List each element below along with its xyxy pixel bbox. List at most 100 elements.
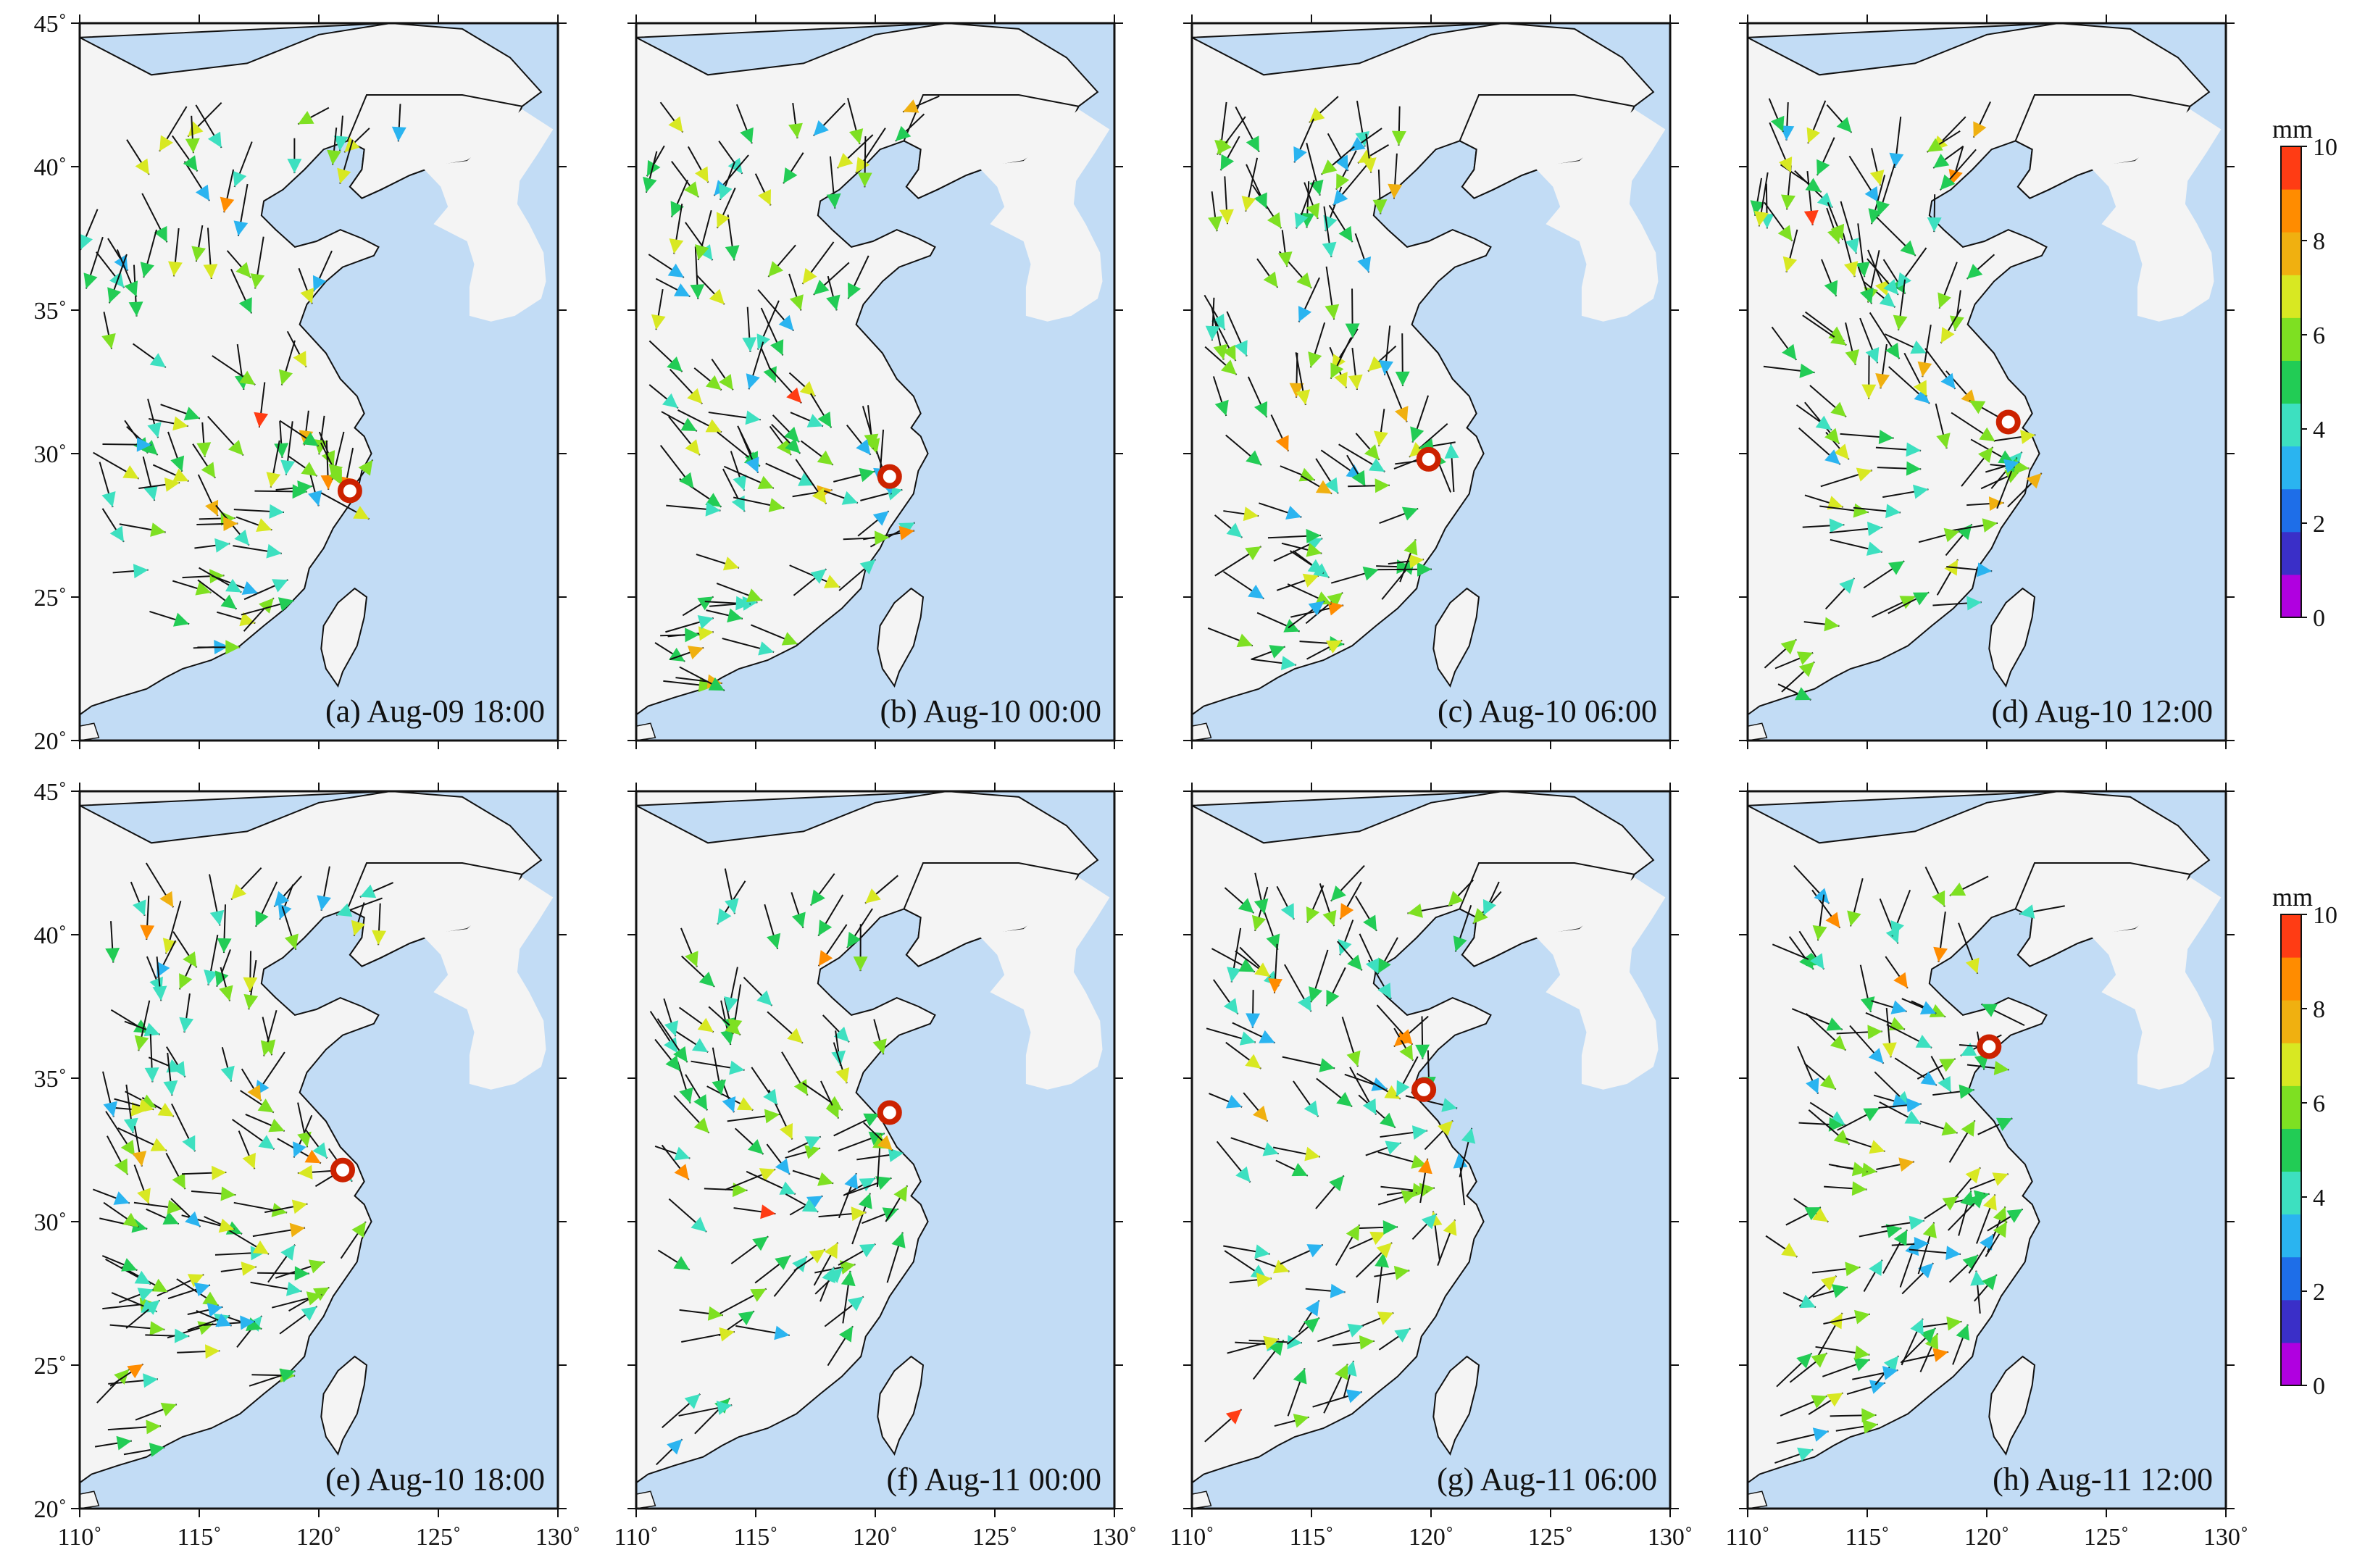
- displacement-arrowhead: [748, 1139, 764, 1154]
- displacement-arrowhead: [1407, 904, 1423, 918]
- displacement-arrowhead: [254, 412, 269, 428]
- displacement-arrowhead: [278, 597, 294, 612]
- colorbar-swatch: [2281, 531, 2301, 575]
- displacement-arrowhead: [280, 1244, 296, 1261]
- displacement-arrowhead: [1906, 1098, 1922, 1113]
- displacement-arrowhead: [1949, 315, 1964, 331]
- displacement-arrowhead: [134, 1270, 151, 1285]
- displacement-arrowhead: [225, 640, 241, 655]
- displacement-arrowhead: [124, 280, 138, 297]
- displacement-arrowhead: [1254, 898, 1269, 914]
- displacement-arrowhead: [182, 1135, 196, 1152]
- hainan-island: [636, 1490, 656, 1509]
- displacement-arrowhead: [783, 167, 798, 184]
- displacement-arrowhead: [172, 1172, 185, 1190]
- displacement-arrowhead: [105, 948, 120, 963]
- taiwan-island: [1432, 587, 1480, 688]
- displacement-arrowhead: [891, 1232, 906, 1248]
- displacement-arrowhead: [1254, 192, 1267, 209]
- displacement-arrowhead: [1969, 1193, 1985, 1209]
- displacement-arrowhead: [212, 1165, 227, 1180]
- displacement-arrowhead: [1382, 1220, 1398, 1235]
- displacement-arrowhead: [1245, 1054, 1261, 1069]
- displacement-arrowhead: [687, 646, 704, 659]
- displacement-arrowhead: [1909, 1215, 1924, 1230]
- displacement-arrowhead: [856, 157, 870, 173]
- displacement-arrowhead: [684, 181, 699, 198]
- displacement-arrowhead: [1946, 1316, 1962, 1331]
- displacement-arrowhead: [1359, 1335, 1375, 1350]
- displacement-arrowhead: [1319, 1058, 1335, 1072]
- displacement-arrowhead: [1885, 342, 1900, 359]
- displacement-arrowhead: [1875, 373, 1890, 389]
- displacement-arrowhead: [1979, 427, 1995, 442]
- displacement-arrowhead: [231, 884, 247, 900]
- displacement-arrowhead: [1836, 117, 1852, 133]
- displacement-arrowhead: [149, 353, 166, 367]
- lat-tick-label: 30˚: [34, 441, 67, 468]
- displacement-arrowhead: [1294, 212, 1309, 229]
- displacement-arrowhead: [1338, 939, 1352, 956]
- displacement-arrowhead: [259, 598, 274, 614]
- displacement-arrowhead: [1415, 1044, 1430, 1059]
- displacement-arrowhead: [1293, 146, 1307, 163]
- displacement-arrowhead: [328, 464, 343, 480]
- displacement-arrowhead: [1814, 888, 1830, 904]
- displacement-arrows: [1765, 864, 2065, 1464]
- displacement-arrows: [1204, 864, 1502, 1443]
- displacement-arrowhead: [736, 1097, 754, 1111]
- displacement-arrowhead: [783, 426, 799, 443]
- displacement-arrowhead: [1893, 972, 1908, 988]
- lon-tick-label: 120˚: [296, 1524, 341, 1551]
- lon-tick-label: 115˚: [733, 1524, 777, 1551]
- displacement-arrowhead: [1922, 1222, 1937, 1239]
- displacement-arrowhead: [293, 351, 306, 367]
- displacement-arrowhead: [1893, 1230, 1908, 1246]
- displacement-arrowhead: [758, 641, 775, 656]
- displacement-arrowhead: [195, 581, 212, 596]
- displacement-arrowhead: [760, 1204, 776, 1219]
- colorbar-swatch: [2281, 488, 2301, 533]
- displacement-arrowhead: [1920, 1327, 1936, 1344]
- typhoon-center-icon: [877, 464, 902, 489]
- displacement-arrowhead: [685, 627, 700, 643]
- displacement-arrowhead: [284, 933, 299, 950]
- displacement-arrowhead: [847, 1296, 864, 1311]
- lat-tick-label: 25˚: [34, 1353, 67, 1380]
- displacement-arrowhead: [195, 184, 210, 201]
- map-panel-b: (b) Aug-10 00:00: [627, 14, 1123, 749]
- displacement-arrowhead: [851, 1206, 867, 1222]
- panel-label: (b) Aug-10 00:00: [880, 693, 1101, 729]
- map-panel-g: 110˚ 115˚ 120˚ 125˚ 130˚ (g) Aug-11 06:00: [1169, 783, 1693, 1551]
- displacement-arrowhead: [1236, 633, 1253, 648]
- displacement-arrowhead: [839, 1260, 856, 1275]
- displacement-arrowhead: [1376, 1243, 1393, 1259]
- displacement-arrowhead: [1965, 957, 1980, 974]
- displacement-arrowhead: [1795, 687, 1811, 701]
- displacement-arrowhead: [1347, 954, 1362, 971]
- displacement-arrowhead: [1949, 883, 1966, 896]
- displacement-arrowhead: [163, 1080, 178, 1096]
- lat-tick-label: 40˚: [34, 154, 67, 181]
- displacement-arrowhead: [1890, 920, 1904, 937]
- displacement-arrowhead: [837, 153, 854, 168]
- displacement-arrowhead: [214, 538, 230, 553]
- lon-tick-label: 125˚: [416, 1524, 461, 1551]
- displacement-arrowhead: [1305, 1300, 1319, 1317]
- displacement-arrowhead: [1330, 362, 1344, 379]
- displacement-arrowhead: [1364, 444, 1380, 460]
- displacement-arrowhead: [1845, 238, 1859, 254]
- displacement-arrowhead: [857, 172, 872, 188]
- displacement-arrowhead: [695, 244, 709, 260]
- displacement-arrowhead: [1906, 442, 1922, 457]
- displacement-arrowhead: [802, 267, 817, 284]
- displacement-arrowhead: [1346, 1225, 1360, 1241]
- displacement-arrowhead: [214, 970, 229, 987]
- displacement-arrowhead: [858, 1193, 872, 1209]
- displacement-arrowhead: [1222, 344, 1236, 361]
- displacement-arrowhead: [1410, 426, 1425, 443]
- displacement-arrowhead: [813, 120, 829, 136]
- displacement-arrowhead: [297, 1131, 312, 1148]
- panel-label: (a) Aug-09 18:00: [325, 693, 545, 729]
